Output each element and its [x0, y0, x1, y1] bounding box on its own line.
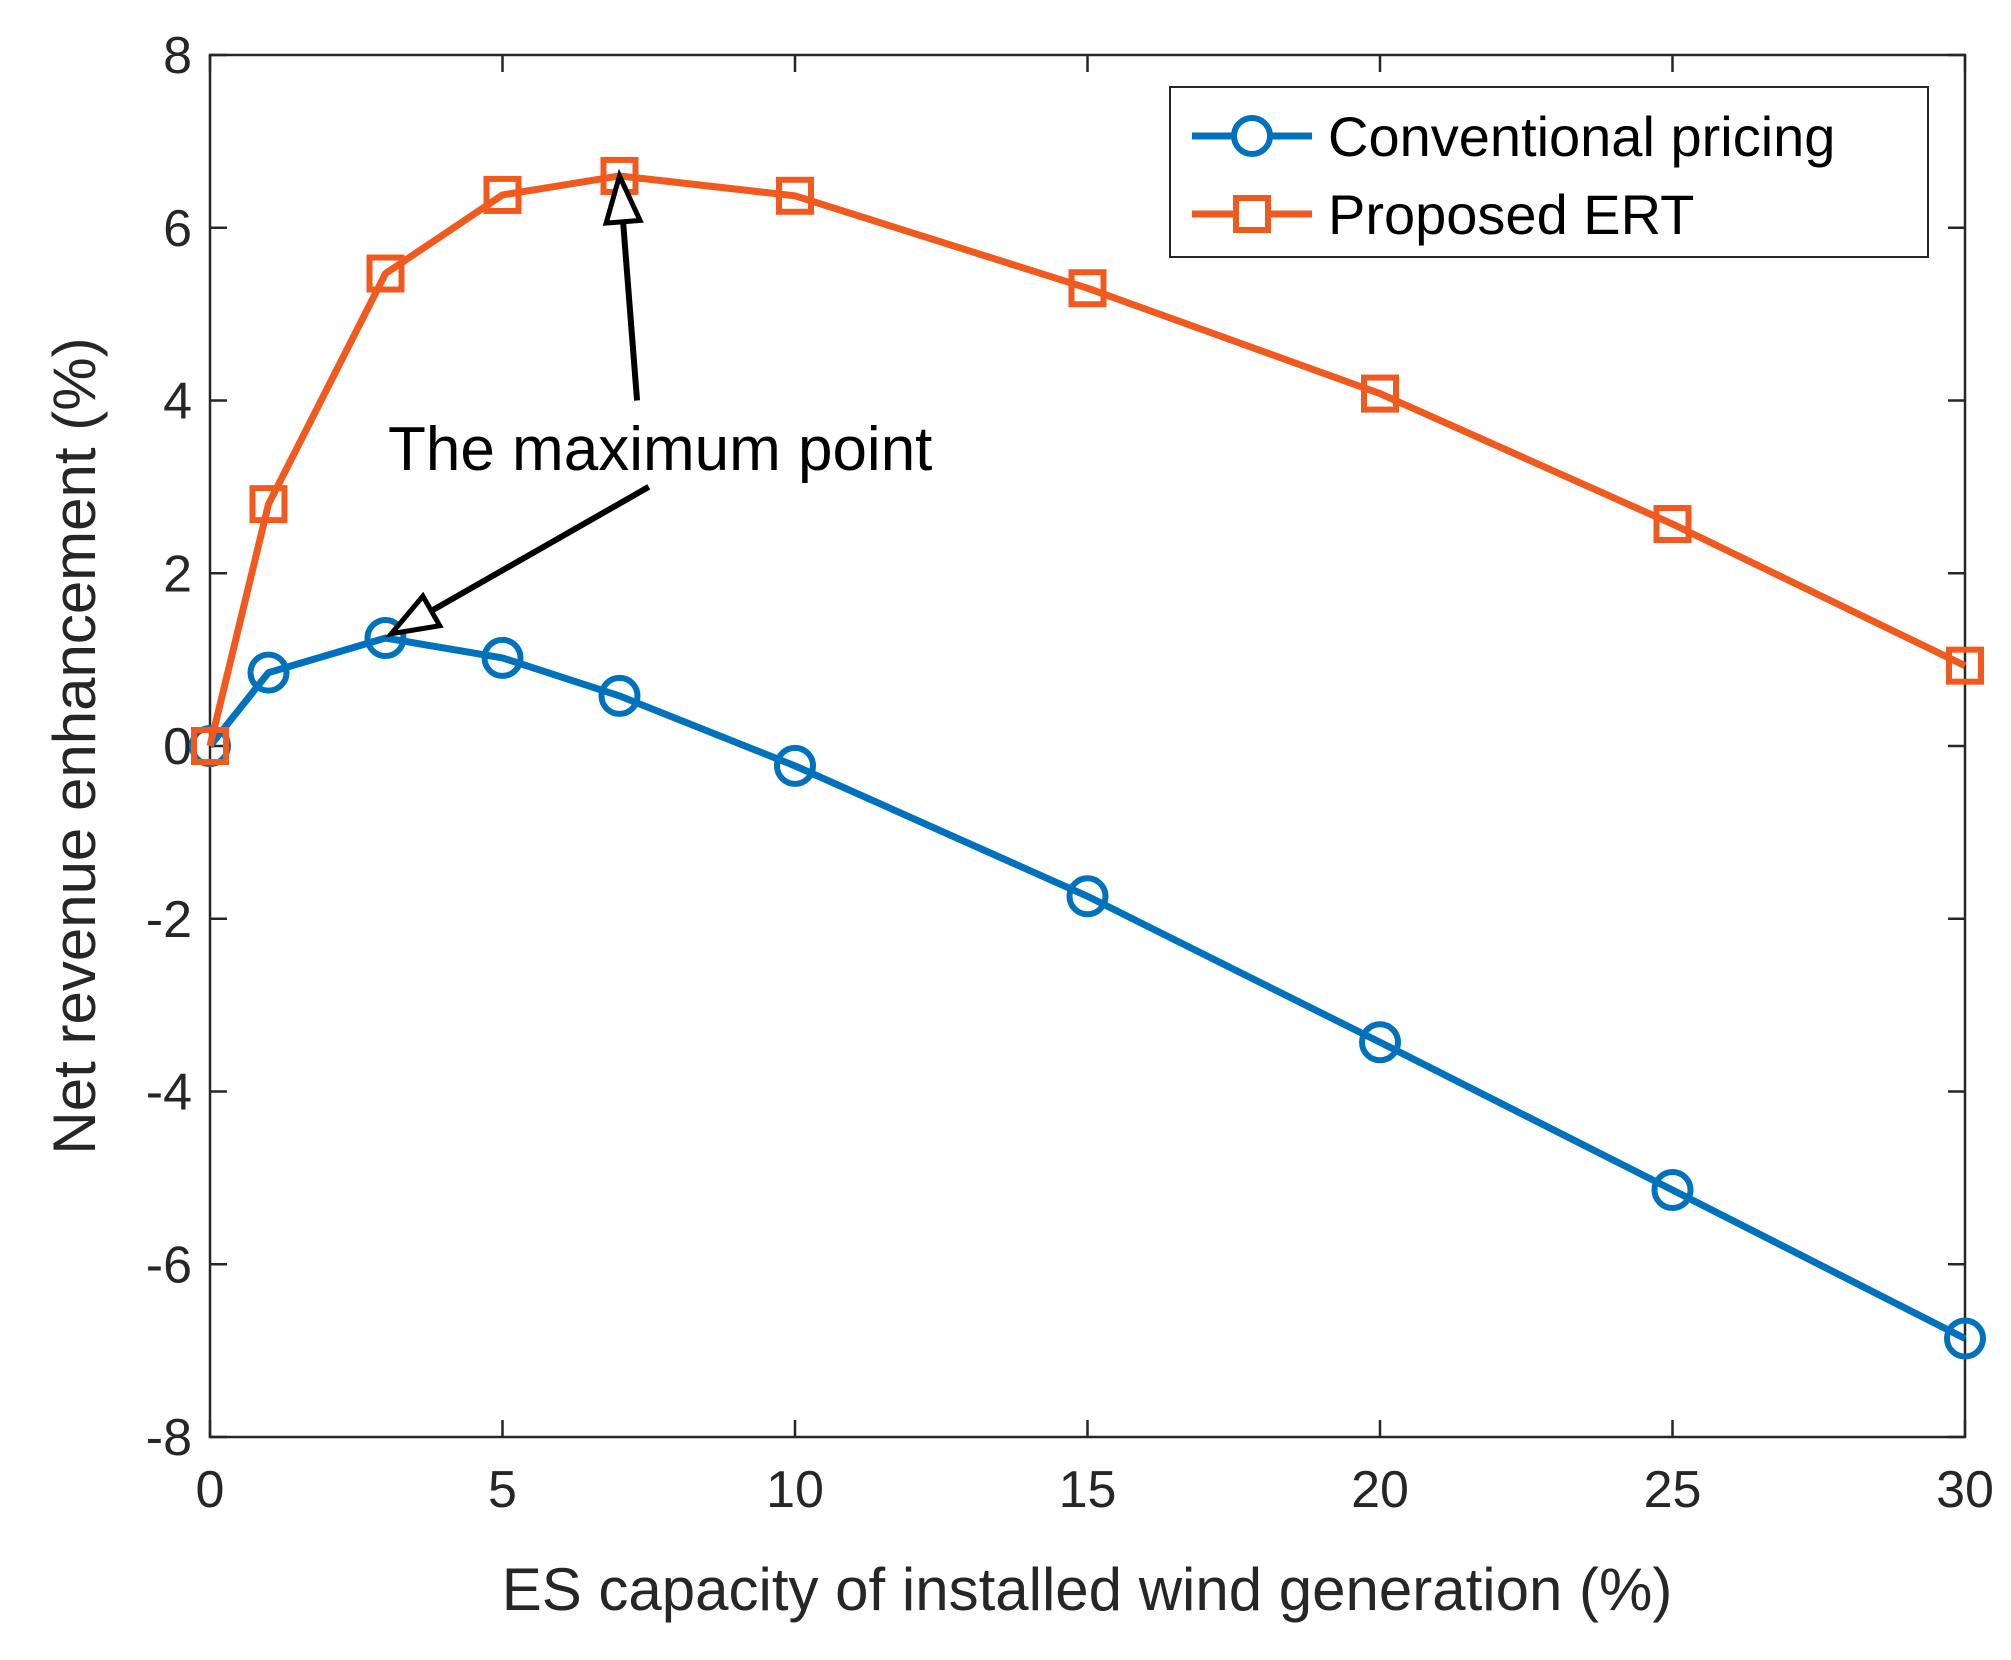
legend-marker	[1231, 115, 1273, 157]
y-tick-label: -6	[146, 1236, 192, 1294]
data-point	[481, 636, 524, 679]
annotation: The maximum point	[385, 168, 932, 638]
x-axis-tick-labels: 0 5 10 15 20 25 30	[196, 1461, 1994, 1519]
data-point	[247, 651, 290, 694]
data-point	[1946, 646, 1984, 685]
y-tick-label: 2	[163, 545, 192, 603]
data-point	[1944, 1317, 1986, 1360]
data-point	[1359, 1021, 1401, 1064]
x-tick-label: 0	[196, 1461, 225, 1519]
data-point	[364, 617, 407, 660]
series-line	[206, 172, 1967, 747]
x-tick-label: 30	[1936, 1461, 1994, 1519]
data-point	[1651, 1168, 1694, 1211]
legend-item: Conventional pricing	[1192, 105, 1835, 168]
data-point	[776, 176, 814, 215]
series-layer	[189, 156, 1986, 1360]
annotation-arrow-line	[620, 221, 641, 401]
series-line	[207, 634, 1967, 1342]
y-tick-label: 8	[163, 27, 192, 85]
x-tick-label: 10	[766, 1461, 824, 1519]
data-point	[249, 485, 288, 524]
legend-label: Conventional pricing	[1328, 105, 1835, 168]
data-point	[191, 727, 229, 765]
y-tick-label: 6	[163, 200, 192, 258]
x-tick-label: 5	[488, 1461, 517, 1519]
legend: Conventional pricing Proposed ERT	[1169, 86, 1929, 258]
series-conventional-pricing	[189, 617, 1986, 1360]
legend-marker	[1233, 195, 1271, 233]
x-axis-ticks	[208, 55, 1967, 1437]
plot-frame	[208, 53, 1967, 1439]
data-point	[483, 175, 522, 214]
annotation-text: The maximum point	[388, 415, 932, 484]
data-point	[774, 744, 816, 787]
x-tick-label: 20	[1351, 1461, 1409, 1519]
x-tick-label: 25	[1644, 1461, 1702, 1519]
data-point	[1361, 374, 1399, 413]
annotation-arrow-head	[602, 168, 644, 226]
data-point	[366, 254, 405, 293]
y-tick-label: -8	[146, 1409, 192, 1467]
legend-item: Proposed ERT	[1192, 183, 1694, 246]
x-axis-title: ES capacity of installed wind generation…	[502, 1556, 1673, 1623]
data-point	[1066, 875, 1109, 918]
y-axis-tick-labels: -8 -6 -4 -2 0 2 4 6 8	[146, 27, 192, 1467]
annotation-arrow-head	[385, 591, 444, 638]
y-axis-ticks	[210, 53, 1965, 1439]
y-axis-title: Net revenue enhancement (%)	[41, 337, 108, 1154]
y-tick-label: -2	[146, 891, 192, 949]
series-proposed-ert	[191, 156, 1984, 765]
annotation-arrow-line	[429, 484, 651, 614]
legend-box	[1169, 86, 1929, 258]
x-tick-label: 15	[1059, 1461, 1117, 1519]
data-point	[1653, 505, 1692, 544]
data-point	[1068, 269, 1107, 308]
legend-label: Proposed ERT	[1328, 183, 1694, 246]
y-tick-label: 0	[163, 718, 192, 776]
data-point	[598, 674, 641, 717]
y-tick-label: -4	[146, 1064, 192, 1122]
plot-area	[208, 53, 1967, 1439]
y-tick-label: 4	[163, 373, 192, 431]
